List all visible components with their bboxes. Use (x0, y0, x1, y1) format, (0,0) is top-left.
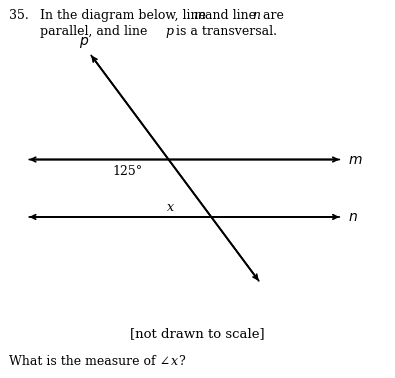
Text: $n$: $n$ (348, 210, 357, 224)
Text: ?: ? (179, 355, 185, 367)
Text: m: m (193, 9, 205, 22)
Text: is a transversal.: is a transversal. (172, 25, 277, 37)
Text: are: are (259, 9, 284, 22)
Text: x: x (171, 355, 179, 367)
Text: What is the measure of ∠: What is the measure of ∠ (9, 355, 170, 367)
Text: In the diagram below, line: In the diagram below, line (40, 9, 209, 22)
Text: 35.: 35. (9, 9, 28, 22)
Text: $p$: $p$ (79, 36, 89, 50)
Text: [not drawn to scale]: [not drawn to scale] (130, 327, 265, 340)
Text: 125°: 125° (113, 165, 143, 178)
Text: $m$: $m$ (348, 152, 362, 167)
Text: x: x (167, 200, 174, 214)
Text: and line: and line (201, 9, 260, 22)
Text: p: p (165, 25, 173, 37)
Text: n: n (252, 9, 260, 22)
Text: parallel, and line: parallel, and line (40, 25, 151, 37)
